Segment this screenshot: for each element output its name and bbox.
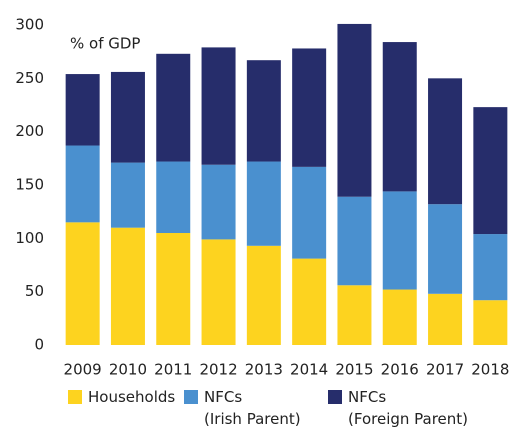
legend-label: NFCs (Irish Parent) <box>204 388 301 428</box>
legend-swatch <box>184 390 198 404</box>
bar-segment <box>246 161 281 246</box>
x-tick-label: 2016 <box>381 361 419 379</box>
legend-label: Households <box>88 388 176 406</box>
y-tick-label: 50 <box>25 282 44 300</box>
bar-segment <box>201 164 236 240</box>
bar-segment <box>65 222 100 345</box>
bar-segment <box>110 162 145 228</box>
bar-segment <box>156 53 191 162</box>
y-tick-label: 250 <box>15 69 44 87</box>
x-tick-label: 2018 <box>471 361 509 379</box>
bar-segment <box>292 48 327 167</box>
bar-segment <box>428 78 463 205</box>
bar-segment <box>337 23 372 197</box>
bar-segment <box>292 166 327 259</box>
annotation: % of GDP <box>70 35 140 53</box>
bar-segment <box>473 234 508 301</box>
legend-swatch <box>68 390 82 404</box>
legend-label: NFCs (Foreign Parent) <box>348 388 469 428</box>
legend-swatch <box>328 390 342 404</box>
bar-segment <box>65 74 100 146</box>
bar-segment <box>246 245 281 345</box>
bar-segment <box>428 293 463 345</box>
bar-segment <box>156 233 191 345</box>
y-tick-label: 0 <box>34 336 44 354</box>
bar-segment <box>337 285 372 345</box>
x-tick-label: 2017 <box>426 361 464 379</box>
bar-segment <box>201 239 236 345</box>
y-tick-label: 300 <box>15 16 44 34</box>
x-tick-label: 2012 <box>199 361 237 379</box>
x-tick-label: 2011 <box>154 361 192 379</box>
y-tick-label: 200 <box>15 122 44 140</box>
y-tick-label: 150 <box>15 176 44 194</box>
bar-segment <box>473 300 508 345</box>
legend-item: Households <box>68 386 175 408</box>
bar-segment <box>201 47 236 165</box>
bar-segment <box>110 71 145 163</box>
x-tick-label: 2010 <box>109 361 147 379</box>
bar-segment <box>156 161 191 233</box>
bar-segment <box>382 42 417 192</box>
legend-item: NFCs (Irish Parent) <box>184 386 301 428</box>
x-tick-label: 2015 <box>335 361 373 379</box>
legend-item: NFCs (Foreign Parent) <box>328 386 468 428</box>
bar-segment <box>337 196 372 286</box>
x-tick-label: 2009 <box>64 361 102 379</box>
bar-segment <box>382 191 417 290</box>
bar-segment <box>110 227 145 345</box>
x-tick-label: 2014 <box>290 361 328 379</box>
y-tick-label: 100 <box>15 229 44 247</box>
bar-segment <box>382 289 417 345</box>
bar-segment <box>65 145 100 223</box>
bar-segment <box>246 60 281 162</box>
bar-segment <box>292 258 327 345</box>
bar-segment <box>473 107 508 235</box>
x-tick-label: 2013 <box>245 361 283 379</box>
bar-segment <box>428 204 463 294</box>
